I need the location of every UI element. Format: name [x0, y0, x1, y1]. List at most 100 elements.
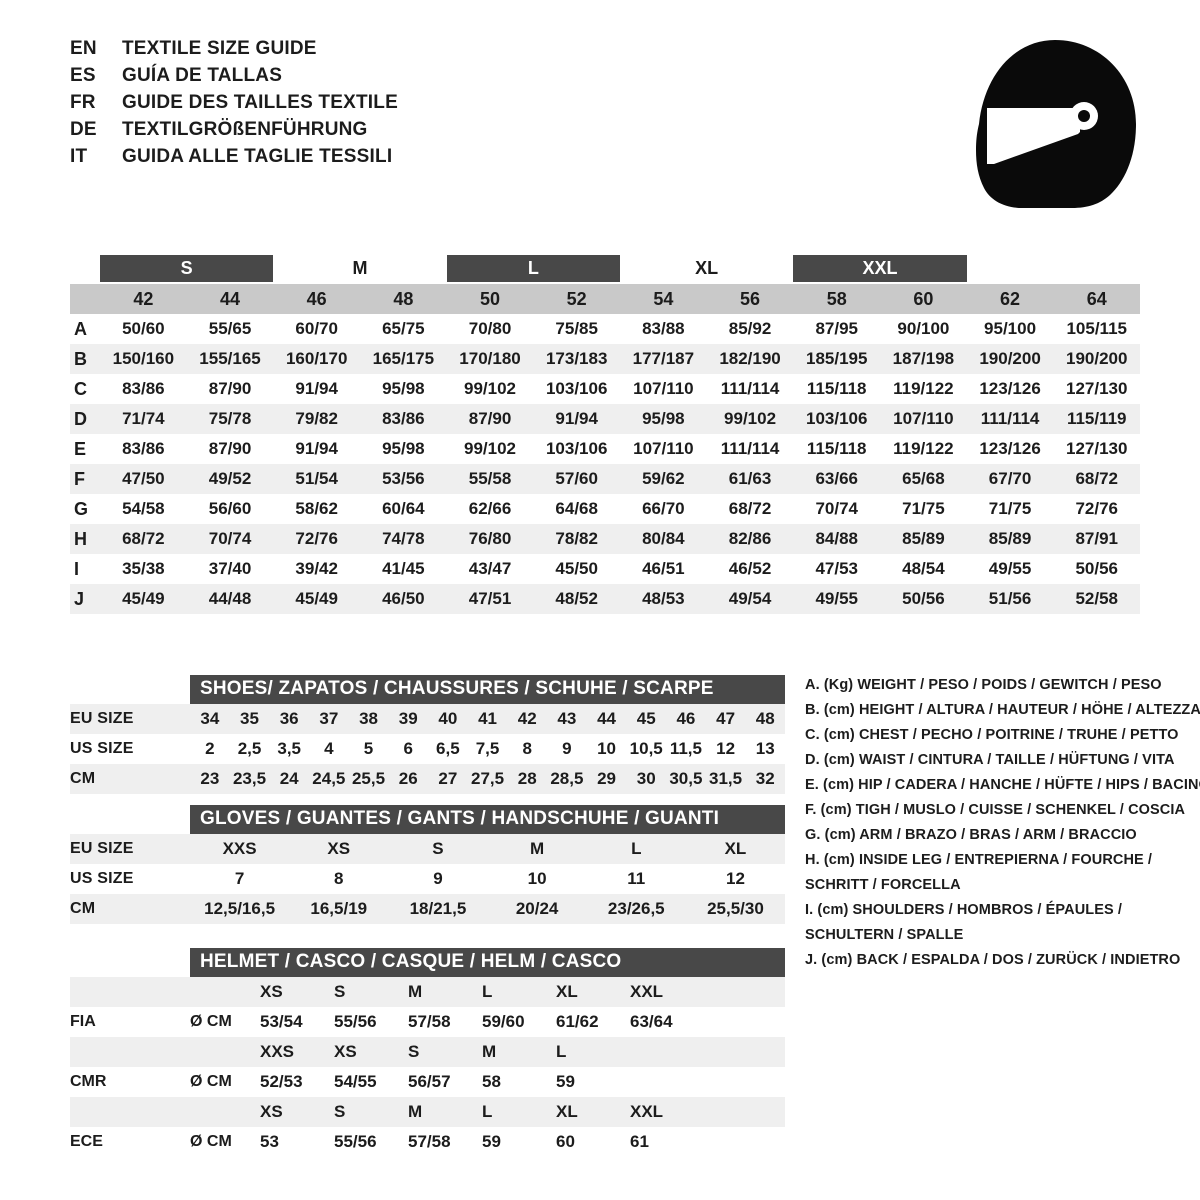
title-line: ES GUÍA DE TALLAS — [70, 65, 398, 92]
table-cell: 87/91 — [1075, 529, 1118, 548]
row-label-us-size: US SIZE — [70, 740, 134, 757]
helmet-header-unit-spacer — [190, 1037, 260, 1067]
sub-table-cell: 6 — [403, 739, 413, 758]
helmet-header-spacer — [70, 977, 190, 1007]
sub-table-row: CM 12,5/16,5 16,5/19 18/21,5 20/24 23/26,5 25,… — [70, 894, 785, 924]
helmet-size-table: HELMET / CASCO / CASQUE / HELM / CASCO X… — [70, 948, 785, 1157]
size-band-row: S M L XL XXL — [70, 255, 1140, 282]
helmet-standard-ece: ECE — [70, 1133, 103, 1150]
title-text: GUÍA DE TALLAS — [122, 65, 283, 86]
table-cell: 80/84 — [642, 529, 685, 548]
helmet-size-label: XL — [556, 982, 578, 1001]
legend-line: E. (cm) HIP / CADERA / HANCHE / HÜFTE / … — [805, 777, 1200, 793]
row-cells: 35/38 37/40 39/42 41/45 43/47 45/50 46/51 46/52… — [100, 554, 1140, 584]
title-line: FR GUIDE DES TAILLES TEXTILE — [70, 92, 398, 119]
table-cell: 49/55 — [815, 589, 858, 608]
table-cell: 50/60 — [122, 319, 165, 338]
sub-table-row: EU SIZE 34 35 36 37 38 39 40 41 42 43 44 45 46 47 48 — [70, 704, 785, 734]
sub-row-cells: 12,5/16,5 16,5/19 18/21,5 20/24 23/26,5 25,5/… — [190, 894, 785, 924]
helmet-size-label: S — [334, 982, 346, 1001]
sub-table-cell: 36 — [279, 709, 299, 728]
size-header-cell: 48 — [393, 288, 414, 309]
table-cell: 65/68 — [902, 469, 945, 488]
row-label-eu-size: EU SIZE — [70, 710, 134, 727]
table-row: I 35/38 37/40 39/42 41/45 43/47 45/50 46/51 46/5… — [70, 554, 1140, 584]
table-cell: 107/110 — [633, 379, 694, 398]
title-language-code: IT — [70, 146, 88, 167]
table-cell: 87/90 — [468, 409, 512, 428]
helmet-value-cell: 57/58 — [408, 1012, 451, 1031]
helmet-size-label: S — [408, 1042, 420, 1061]
sub-table-row: CM 23 23,5 24 24,5 25,5 26 27 27,5 28 28,5 29 30 30,5… — [70, 764, 785, 794]
table-cell: 91/94 — [295, 379, 338, 398]
legend-line: G. (cm) ARM / BRAZO / BRAS / ARM / BRACC… — [805, 827, 1137, 843]
table-cell: 190/200 — [1066, 349, 1128, 368]
table-cell: 66/70 — [642, 499, 685, 518]
helmet-value-cell: 59 — [556, 1072, 575, 1091]
sub-table-cell: 8 — [334, 869, 344, 888]
helmet-value-cell: 60 — [556, 1132, 575, 1151]
helmet-size-label: S — [334, 1102, 346, 1121]
row-letter-g: G — [74, 498, 89, 519]
table-row: J 45/49 44/48 45/49 46/50 47/51 48/52 48/53 49/5… — [70, 584, 1140, 614]
sub-table-cell: 46 — [676, 709, 696, 728]
table-cell: 115/118 — [806, 439, 867, 458]
table-cell: 39/42 — [295, 559, 338, 578]
legend-line: H. (cm) INSIDE LEG / ENTREPIERNA / FOURC… — [805, 852, 1153, 868]
shoes-size-table: SHOES/ ZAPATOS / CHAUSSURES / SCHUHE / S… — [70, 675, 785, 794]
sub-table-cell: 2,5 — [237, 739, 262, 758]
title-text: TEXTILGRÖßENFÜHRUNG — [122, 119, 368, 140]
table-cell: 45/50 — [555, 559, 598, 578]
sub-table-cell: 48 — [755, 709, 775, 728]
size-header-cell: 62 — [1000, 288, 1021, 309]
table-cell: 70/74 — [815, 499, 858, 518]
helmet-unit-label: Ø CM — [190, 1013, 232, 1030]
table-cell: 105/115 — [1066, 319, 1127, 338]
table-cell: 123/126 — [979, 439, 1041, 458]
size-header-cell: 54 — [653, 288, 674, 309]
helmet-value-cell: 56/57 — [408, 1072, 451, 1091]
table-cell: 68/72 — [728, 499, 772, 518]
helmet-value-cell: 57/58 — [408, 1132, 451, 1151]
gloves-table-title: GLOVES / GUANTES / GANTS / HANDSCHUHE / … — [190, 805, 785, 834]
table-cell: 95/98 — [382, 439, 425, 458]
sub-table-cell: 43 — [557, 709, 577, 728]
size-header-cell: 56 — [740, 288, 761, 309]
table-cell: 85/89 — [988, 529, 1032, 548]
helmet-header-spacer — [70, 1037, 190, 1067]
sub-table-cell: 23,5 — [232, 769, 267, 788]
table-cell: 60/70 — [295, 319, 338, 338]
sub-row-cells: 7 8 9 10 11 12 — [190, 864, 785, 894]
title-text: TEXTILE SIZE GUIDE — [122, 38, 317, 59]
row-label-cm: CM — [70, 770, 96, 787]
table-cell: 173/183 — [545, 349, 608, 368]
sub-table-cell: 12 — [725, 869, 745, 888]
table-cell: 46/52 — [728, 559, 772, 578]
table-cell: 50/56 — [902, 589, 945, 608]
sub-table-cell: 24,5 — [312, 769, 346, 788]
sub-table-cell: 44 — [597, 709, 617, 728]
sub-table-cell: 32 — [755, 769, 775, 788]
table-cell: 48/53 — [642, 589, 685, 608]
sub-table-cell: 42 — [517, 709, 537, 728]
table-cell: 160/170 — [285, 349, 348, 368]
legend-line: F. (cm) TIGH / MUSLO / CUISSE / SCHENKEL… — [805, 802, 1186, 818]
sub-table-cell: XXS — [222, 839, 257, 858]
table-cell: 83/88 — [642, 319, 685, 338]
row-label-eu-size: EU SIZE — [70, 840, 134, 857]
sub-table-cell: 39 — [398, 709, 418, 728]
table-cell: 68/72 — [122, 529, 165, 548]
helmet-value-cell: 61 — [630, 1132, 649, 1151]
table-cell: 155/165 — [199, 349, 261, 368]
table-cell: 87/90 — [208, 379, 252, 398]
row-cells: 71/74 75/78 79/82 83/86 87/90 91/94 95/98 99/10… — [100, 404, 1140, 434]
table-cell: 68/72 — [1075, 469, 1118, 488]
table-cell: 52/58 — [1075, 589, 1118, 608]
table-cell: 85/92 — [728, 319, 772, 338]
size-row-spacer — [70, 284, 100, 314]
table-cell: 64/68 — [555, 499, 598, 518]
sub-table-cell: 10,5 — [629, 739, 663, 758]
helmet-unit-label: Ø CM — [190, 1133, 232, 1150]
sub-row-cells: 23 23,5 24 24,5 25,5 26 27 27,5 28 28,5 29 30 30,5 31… — [190, 764, 785, 794]
